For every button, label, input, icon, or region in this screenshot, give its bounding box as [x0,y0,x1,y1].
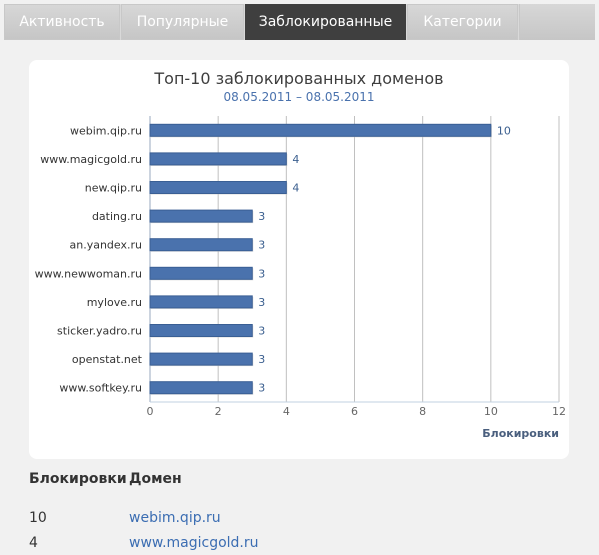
bar [149,209,253,223]
chart-panel: Топ-10 заблокированных доменов 08.05.201… [29,60,569,459]
tab-bar: Активность Популярные Заблокированные Ка… [4,4,595,40]
value-label: 3 [258,239,265,252]
category-label: mylove.ru [87,296,142,309]
x-tick-label: 8 [419,405,426,418]
bar [149,152,287,166]
category-label: dating.ru [92,210,142,223]
bar [149,352,253,366]
row-count: 4 [29,534,38,551]
category-label: www.magicgold.ru [40,153,142,166]
chart-labels: webim.qip.ru 10 www.magicgold.ru 4 new.qip.r… [35,124,511,394]
tab-blocked[interactable]: Заблокированные [245,4,406,40]
value-label: 3 [258,353,265,366]
x-tick-label: 6 [351,405,358,418]
row-count: 10 [29,509,47,526]
chart-subtitle: 08.05.2011 – 08.05.2011 [223,90,374,104]
domain-link[interactable]: webim.qip.ru [129,509,221,526]
bar [149,181,287,194]
category-label: an.yandex.ru [70,239,143,252]
x-tick-label: 0 [147,405,154,418]
table-header-row: Блокировки Домен [29,468,569,490]
x-tick-label: 10 [484,405,498,418]
chart-title: Топ-10 заблокированных доменов [153,69,443,88]
value-label: 4 [292,153,299,166]
table-header-count: Блокировки [29,471,127,487]
value-label: 3 [258,382,265,395]
value-label: 3 [258,267,265,280]
x-tick-label: 4 [283,405,290,418]
x-tick-label: 2 [215,405,222,418]
value-label: 3 [258,296,265,309]
bar [149,381,253,395]
tab-bar-filler [519,4,595,40]
bar [149,295,253,309]
value-label: 3 [258,210,265,223]
bar [149,266,253,280]
bar [149,324,253,337]
top-domains-chart: Топ-10 заблокированных доменов 08.05.201… [35,69,566,440]
value-label: 3 [258,325,265,338]
table-row: 10 webim.qip.ru [29,505,569,530]
value-label: 10 [497,124,511,137]
tab-popular[interactable]: Популярные [121,4,244,40]
category-label: www.newwoman.ru [35,267,142,280]
x-axis-title: Блокировки [482,427,559,440]
table-row: 4 www.magicgold.ru [29,530,569,555]
domain-link[interactable]: www.magicgold.ru [129,534,259,551]
category-label: new.qip.ru [85,182,142,195]
bar [149,238,253,252]
x-tick-label: 12 [552,405,566,418]
category-label: sticker.yadro.ru [57,325,142,338]
tab-categories[interactable]: Категории [407,4,518,40]
blocked-domains-table: Блокировки Домен 10 webim.qip.ru 4 www.m… [29,468,569,555]
table-header-domain: Домен [129,471,182,487]
tab-activity[interactable]: Активность [4,4,120,40]
category-label: webim.qip.ru [70,124,142,137]
category-label: openstat.net [72,353,143,366]
bar [149,123,492,137]
value-label: 4 [292,182,299,195]
category-label: www.softkey.ru [59,382,142,395]
chart-axis: 0 2 4 6 8 10 12 [147,401,566,418]
chart-bars [149,123,492,395]
